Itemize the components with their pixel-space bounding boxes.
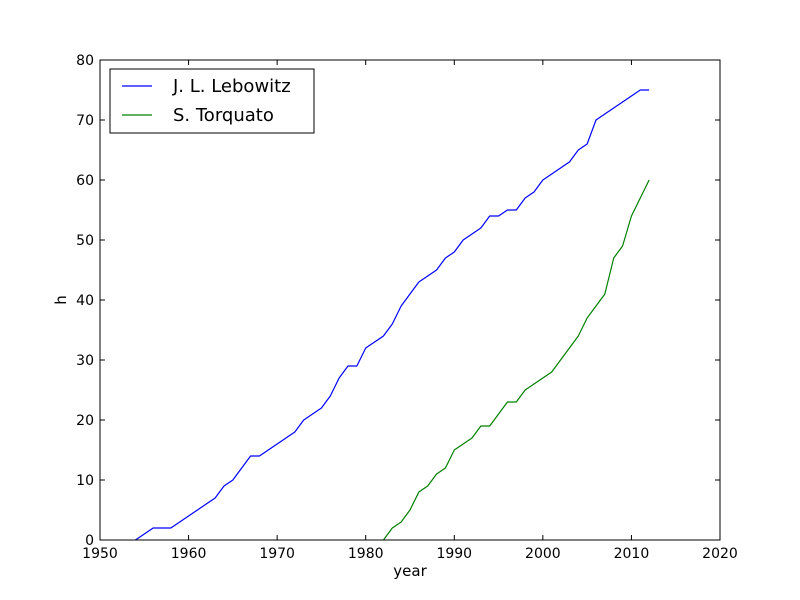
ticks-layer: 1950 1960 1970 1980 1990 2000 2010 2020 0 10 20 30 4… — [76, 53, 738, 562]
legend-label-lebowitz: J. L. Lebowitz — [172, 76, 291, 97]
x-tick-label: 1990 — [436, 546, 472, 562]
x-tick-label: 2020 — [702, 546, 738, 562]
series-line-s-torquato — [382, 179, 650, 541]
series-layer — [135, 89, 650, 541]
x-tick-label: 2000 — [525, 546, 561, 562]
y-tick-label: 0 — [85, 533, 94, 549]
legend-label-torquato: S. Torquato — [173, 105, 274, 126]
y-tick-label: 20 — [76, 413, 94, 429]
y-tick-label: 80 — [76, 53, 94, 69]
legend: J. L. Lebowitz S. Torquato — [109, 68, 315, 134]
legend-box — [109, 68, 315, 134]
x-tick-label: 1960 — [171, 546, 207, 562]
x-tick-label: 1980 — [348, 546, 384, 562]
y-axis-label: h — [52, 295, 70, 305]
y-tick-label: 50 — [76, 233, 94, 249]
x-tick-label: 2010 — [614, 546, 650, 562]
y-tick-label: 10 — [76, 473, 94, 489]
plot-area — [100, 60, 720, 540]
y-tick-label: 60 — [76, 173, 94, 189]
x-tick-label: 1970 — [259, 546, 295, 562]
x-tick-label: 1950 — [82, 546, 118, 562]
x-axis-label: year — [393, 562, 427, 580]
y-tick-label: 30 — [76, 353, 94, 369]
y-tick-label: 70 — [76, 113, 94, 129]
series-line-j-l-lebowitz — [135, 89, 650, 541]
y-tick-label: 40 — [76, 293, 94, 309]
